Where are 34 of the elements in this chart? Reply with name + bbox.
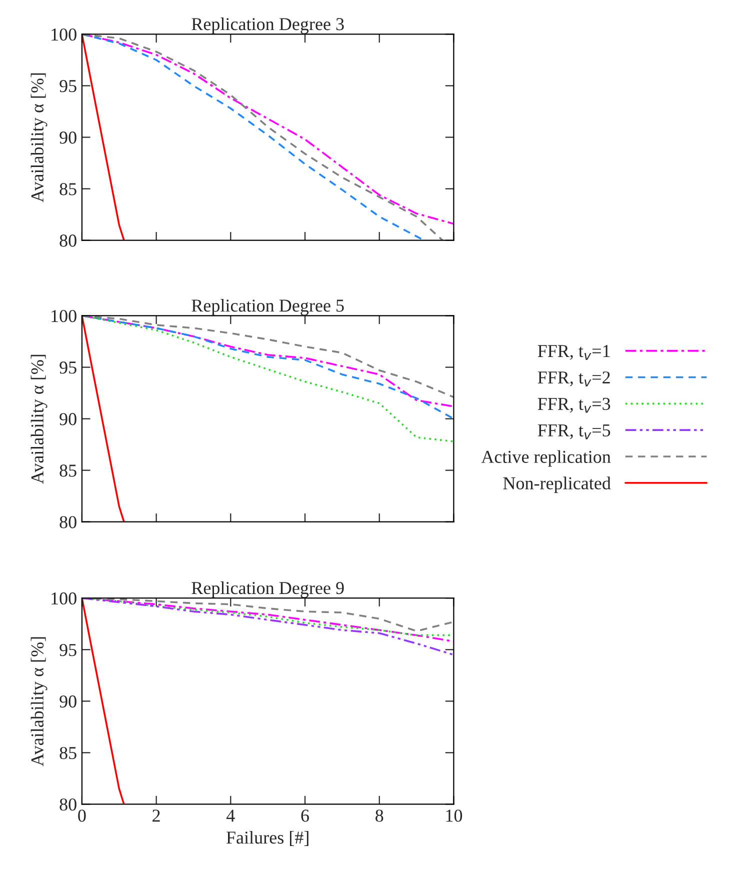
y-tick-label: 90 (60, 132, 76, 144)
y-axis-title: Availability α [%] (30, 73, 48, 202)
y-tick-label: 95 (60, 644, 76, 656)
y-tick-label: 100 (52, 592, 76, 605)
y-tick-label: 100 (52, 28, 76, 41)
y-tick-label: 80 (60, 234, 76, 247)
y-tick-label: 85 (60, 464, 76, 477)
y-tick-label: 90 (60, 413, 76, 426)
legend-label: FFR, t$_{v}$=5 (538, 424, 610, 440)
legend-label: FFR, t$_{v}$=1 (538, 345, 610, 360)
legend-label: FFR, t$_{v}$=3 (538, 398, 610, 413)
y-tick-label: 90 (60, 695, 76, 708)
x-tick-label: 6 (301, 810, 309, 822)
chart-title: Replication Degree 9 (192, 581, 344, 598)
x-axis-title: Failures [#] (226, 831, 308, 846)
chart-title: Replication Degree 5 (192, 299, 344, 316)
y-axis-title: Availability α [%] (30, 354, 48, 484)
chart-title: Replication Degree 3 (192, 18, 344, 34)
y-tick-label: 85 (60, 746, 76, 760)
y-tick-label: 80 (60, 516, 76, 528)
x-tick-label: 4 (226, 810, 235, 822)
y-tick-label: 85 (60, 183, 76, 196)
y-axis-title: Availability α [%] (30, 637, 48, 766)
legend-label: Active replication (481, 450, 611, 467)
x-tick-label: 0 (78, 810, 86, 822)
x-tick-label: 8 (376, 810, 384, 822)
x-tick-label: 10 (446, 810, 462, 822)
x-tick-label: 2 (152, 810, 160, 822)
y-tick-label: 95 (60, 80, 76, 92)
y-tick-label: 100 (52, 310, 76, 322)
y-tick-label: 80 (60, 798, 76, 811)
y-tick-label: 95 (60, 362, 76, 374)
legend-label: FFR, t$_{v}$=2 (538, 371, 610, 386)
legend-label: Non-replicated (503, 476, 611, 494)
